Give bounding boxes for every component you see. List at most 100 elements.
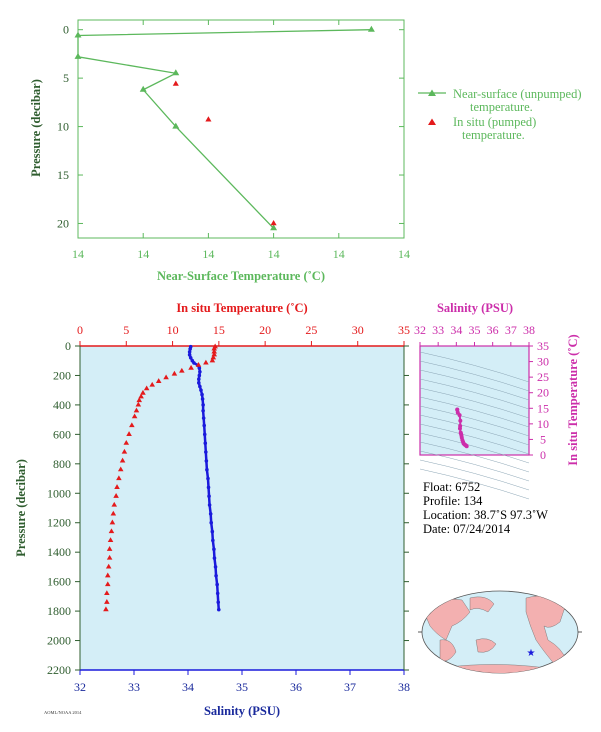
salinity-point (208, 512, 213, 516)
unpumped-temperature-point (172, 69, 180, 76)
location: Location: 38.7˚S 97.3˚W (423, 508, 548, 522)
temperature-point (114, 484, 120, 489)
salinity-point (198, 369, 202, 374)
salinity-point (207, 494, 211, 499)
unpumped-temperature-point (74, 52, 82, 59)
unpumped-temperature-point (74, 31, 82, 38)
x-tick-label: 14 (398, 247, 410, 261)
salinity-point (201, 409, 205, 413)
salinity-point (203, 441, 208, 446)
pressure-tick-label: 0 (65, 339, 71, 353)
pressure-tick-label: 600 (53, 427, 71, 441)
temperature-point (126, 431, 132, 436)
salinity-point (214, 573, 218, 578)
temperature-point (138, 393, 144, 399)
temperature-point (110, 510, 117, 516)
ts-temperature-label: In situ Temperature (˚C) (566, 334, 580, 465)
ts-salinity-tick-label: 32 (414, 323, 426, 337)
y-tick-label: 15 (57, 168, 69, 182)
salinity-point (192, 361, 196, 365)
density-contour (419, 468, 530, 500)
temperature-point (104, 572, 111, 578)
temperature-point (117, 466, 124, 472)
ts-salinity-tick-label: 33 (432, 323, 444, 337)
salinity-point (188, 355, 193, 360)
temperature-point (188, 364, 194, 370)
salinity-tick-label: 34 (182, 680, 194, 694)
ts-temperature-tick-label: 15 (537, 401, 549, 415)
unpumped-temperature-point (139, 85, 147, 92)
salinity-point (188, 347, 192, 351)
ts-temperature-tick-label: 20 (537, 386, 549, 400)
temperature-point (116, 475, 122, 481)
ts-temperature-tick-label: 0 (540, 448, 546, 462)
density-contour (419, 459, 530, 491)
y-tick-label: 20 (57, 216, 69, 230)
pressure-tick-label: 2000 (47, 634, 71, 648)
ts-temperature-tick-label: 25 (537, 370, 549, 384)
temperature-point (195, 361, 202, 367)
temperature-point (105, 563, 112, 569)
temperature-point (104, 590, 110, 596)
ts-salinity-tick-label: 34 (450, 323, 462, 337)
pressure-tick-label: 200 (53, 368, 71, 382)
salinity-point (197, 381, 201, 385)
pumped-temperature-point (172, 80, 179, 86)
temperature-point (133, 407, 140, 413)
temperature-tick-label: 15 (213, 323, 225, 337)
salinity-axis-label: Salinity (PSU) (204, 704, 280, 718)
ts-salinity-tick-label: 35 (469, 323, 481, 337)
temperature-point (179, 367, 185, 373)
salinity-tick-label: 38 (398, 680, 410, 694)
salinity-point (201, 416, 206, 420)
ts-plot-area (419, 345, 530, 456)
salinity-point (206, 476, 210, 481)
map-land-australia (475, 638, 497, 653)
density-contour (419, 396, 530, 428)
temperature-point (140, 389, 146, 395)
pressure-tick-label: 1200 (47, 516, 71, 530)
density-contour (419, 450, 530, 482)
temperature-tick-label: 30 (352, 323, 364, 337)
x-tick-label: 14 (333, 247, 345, 261)
profile-number: Profile: 134 (423, 494, 483, 508)
salinity-point (209, 520, 214, 525)
temperature-point (203, 359, 209, 365)
temperature-point (149, 381, 155, 387)
x-tick-label: 14 (137, 247, 149, 261)
density-contour (419, 369, 530, 401)
float-info: Float: 6752 Profile: 134 Location: 38.7˚… (423, 480, 548, 536)
pressure-axis-label: Pressure (decibar) (14, 459, 28, 557)
temperature-tick-label: 10 (167, 323, 179, 337)
float-number: Float: 6752 (423, 480, 480, 494)
density-contour (419, 360, 530, 392)
y-tick-label: 10 (57, 120, 69, 134)
legend-pumped-label: In situ (pumped) (453, 115, 536, 129)
unpumped-temperature-point (270, 224, 278, 231)
ts-point (458, 418, 463, 423)
pressure-tick-label: 800 (53, 457, 71, 471)
salinity-point (210, 529, 215, 534)
salinity-tick-label: 33 (128, 680, 140, 694)
temperature-point (109, 519, 116, 525)
pressure-tick-label: 1800 (47, 604, 71, 618)
near-surface-x-axis-label: Near-Surface Temperature (˚C) (157, 269, 325, 283)
temperature-point (136, 397, 143, 403)
near-surface-plot-frame (77, 19, 405, 239)
ts-salinity-tick-label: 36 (487, 323, 499, 337)
temperature-tick-label: 35 (398, 323, 410, 337)
salinity-point (187, 350, 192, 354)
footer-note: AOML/NOAA 2014 (44, 710, 82, 715)
legend-pumped-marker (428, 118, 436, 125)
temperature-tick-label: 20 (259, 323, 271, 337)
float-location-star-icon: ★ (527, 648, 536, 659)
salinity-point (215, 582, 219, 587)
density-contour (419, 405, 530, 437)
salinity-point (201, 403, 205, 407)
legend-unpumped-label: Near-surface (unpumped) (453, 87, 582, 101)
salinity-point (205, 467, 209, 472)
ts-salinity-label: Salinity (PSU) (437, 301, 513, 315)
profile-plot-area (80, 346, 404, 670)
salinity-point (199, 388, 203, 392)
